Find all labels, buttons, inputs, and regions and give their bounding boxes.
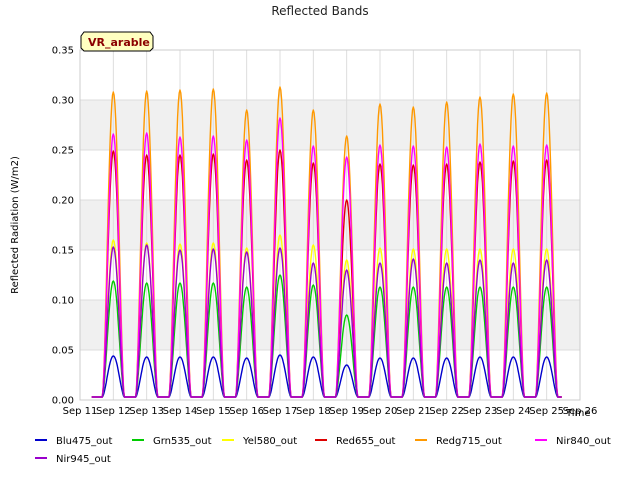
plot-band (80, 100, 580, 150)
badge-box (80, 31, 154, 52)
x-tick-label: Sep 25 (529, 406, 564, 417)
x-tick-label: Sep 11 (63, 406, 98, 417)
legend-label: Redg715_out (436, 436, 502, 447)
badge-text: VR_arable (88, 36, 150, 49)
x-tick-label: Sep 14 (163, 406, 198, 417)
plot-band (80, 200, 580, 250)
x-tick-label: Sep 20 (363, 406, 398, 417)
y-tick-label: 0.15 (52, 246, 74, 257)
x-tick-label: Sep 17 (263, 406, 298, 417)
series-lines (91, 86, 562, 398)
vr-arable-badge: VR_arable (80, 31, 154, 52)
x-tick-label: Sep 23 (463, 406, 498, 417)
y-tick-label: 0.00 (52, 396, 74, 407)
x-axis-label: Time (565, 408, 590, 419)
y-tick-labels: 0.00 0.05 0.10 0.15 0.20 0.25 0.30 0.35 (52, 46, 74, 407)
x-tick-label: Sep 21 (396, 406, 431, 417)
x-tick-label: Sep 22 (429, 406, 464, 417)
plot-frame (79, 49, 581, 401)
y-tick-label: 0.10 (52, 296, 74, 307)
x-tick-label: Sep 18 (296, 406, 331, 417)
plot-band (80, 250, 580, 300)
legend: Blu475_out Grn535_out Yel580_out Red655_out… (35, 436, 611, 465)
plot-band (80, 300, 580, 350)
x-tick-label: Sep 15 (196, 406, 231, 417)
plot-band (80, 50, 580, 100)
legend-label: Nir840_out (556, 436, 611, 447)
y-tick-label: 0.25 (52, 146, 74, 157)
x-tick-label: Sep 12 (96, 406, 131, 417)
legend-label: Yel580_out (242, 436, 297, 447)
y-tick-label: 0.20 (52, 196, 74, 207)
chart-title: Reflected Bands (271, 4, 368, 18)
plot-band (80, 150, 580, 200)
x-tick-label: Sep 16 (229, 406, 264, 417)
y-axis-label: Reflected Radiation (W/m2) (10, 156, 21, 294)
x-tick-label: Sep 19 (329, 406, 364, 417)
x-tick-label: Sep 13 (129, 406, 164, 417)
x-tick-label: Sep 26 (563, 406, 598, 417)
y-tick-label: 0.35 (52, 46, 74, 57)
plot-band (80, 350, 580, 400)
plot-background (80, 50, 580, 400)
legend-label: Red655_out (336, 436, 396, 447)
legend-label: Nir945_out (56, 454, 111, 465)
y-tick-label: 0.30 (52, 96, 74, 107)
series-line-nir945-out (91, 244, 562, 398)
x-tick-label: Sep 24 (496, 406, 531, 417)
legend-label: Blu475_out (56, 436, 113, 447)
y-tick-label: 0.05 (52, 346, 74, 357)
legend-label: Grn535_out (153, 436, 212, 447)
